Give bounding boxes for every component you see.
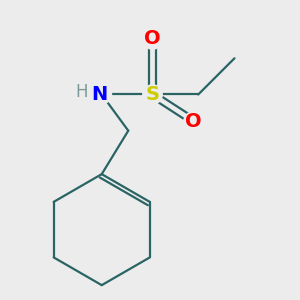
Text: O: O xyxy=(185,112,202,130)
Text: H: H xyxy=(76,83,88,101)
Text: N: N xyxy=(91,85,107,104)
Text: S: S xyxy=(146,85,159,104)
Text: O: O xyxy=(144,29,161,49)
